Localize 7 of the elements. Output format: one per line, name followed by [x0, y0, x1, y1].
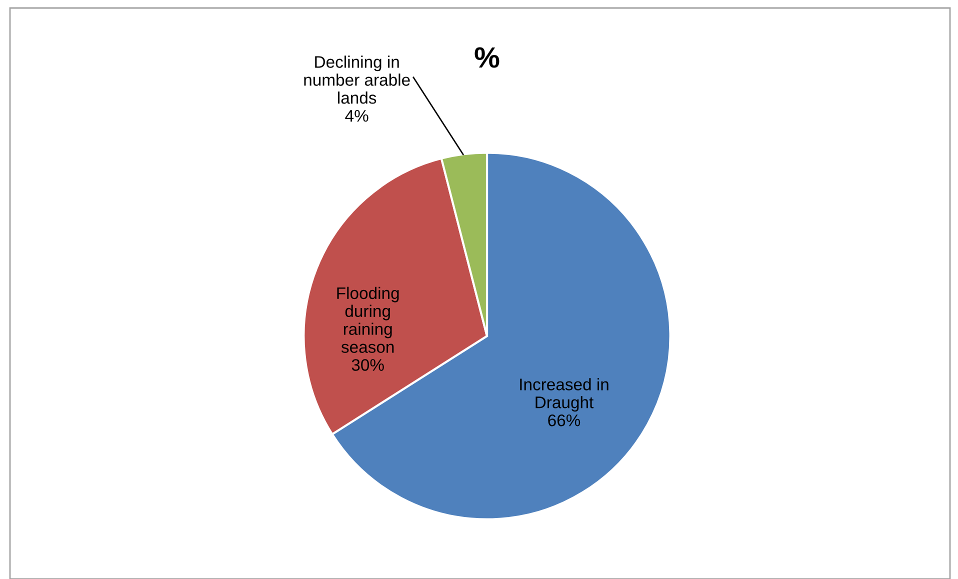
- slice-label: Increased in Draught: [520, 378, 608, 412]
- slice-label: Declining in number arable lands: [304, 56, 410, 104]
- data-label: 66%: [548, 414, 580, 426]
- data-label: 4%: [345, 110, 368, 122]
- slice-label: Flooding during raining season: [337, 286, 399, 353]
- chart-title: %: [474, 47, 500, 68]
- data-label: 30%: [352, 359, 384, 371]
